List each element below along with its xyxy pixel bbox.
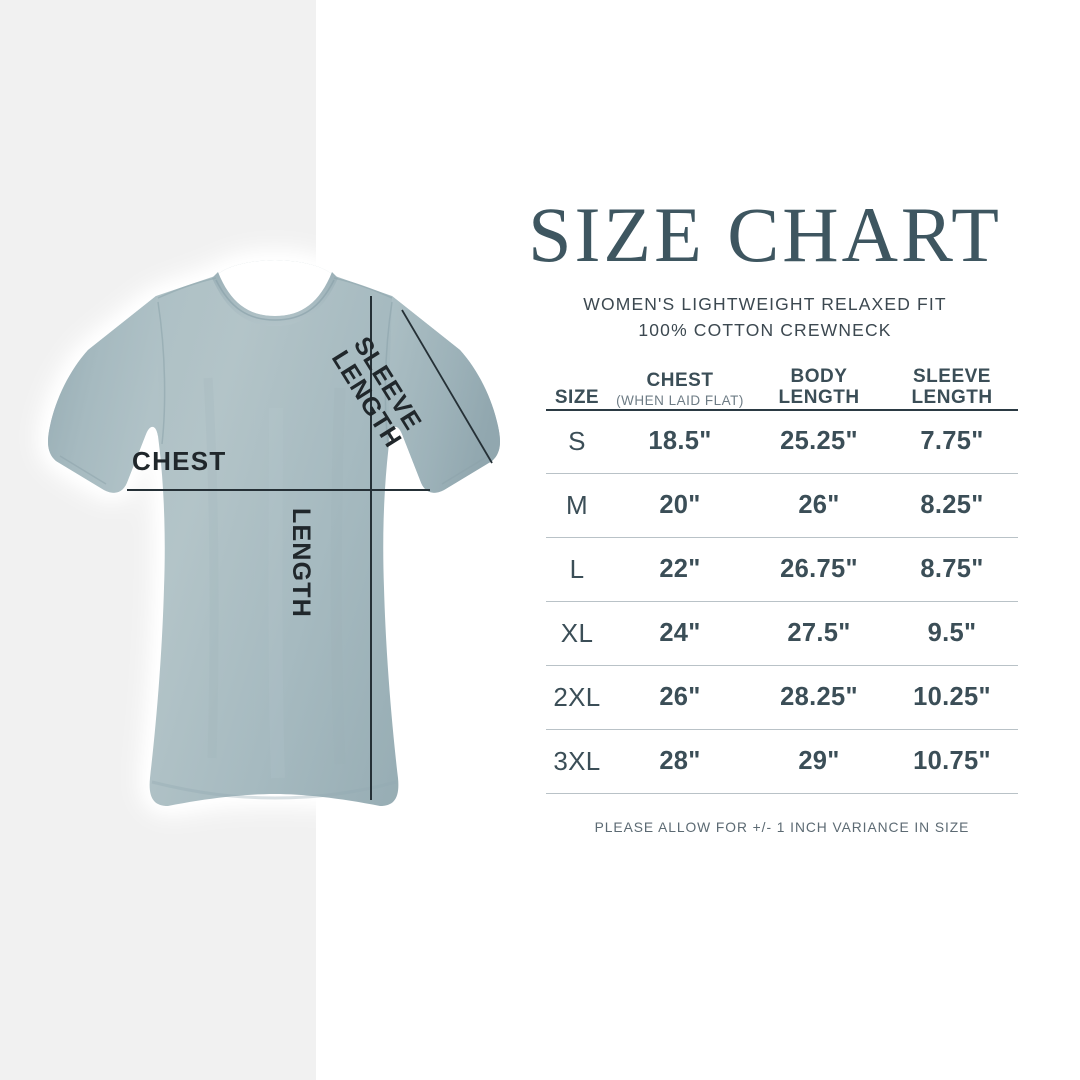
table-row: 3XL 28" 29" 10.75" — [546, 729, 1018, 795]
table-body: S 18.5" 25.25" 7.75" M 20" 26" 8.25" L 2… — [546, 409, 1018, 795]
table-header: SIZE CHEST (WHEN LAID FLAT) BODY LENGTH … — [546, 366, 1018, 410]
size-chart-table: SIZE CHEST (WHEN LAID FLAT) BODY LENGTH … — [546, 366, 1018, 795]
cell-body-length: 25.25" — [752, 409, 886, 475]
sleeve-measure-line — [401, 309, 493, 464]
tshirt-shape-svg — [48, 260, 500, 806]
column-header-chest-label: CHEST — [646, 370, 714, 392]
subtitle-line-1: WOMEN'S LIGHTWEIGHT RELAXED FIT — [583, 294, 947, 314]
cell-size: 3XL — [546, 729, 608, 795]
table-header-row: SIZE CHEST (WHEN LAID FLAT) BODY LENGTH … — [546, 366, 1018, 410]
cell-chest: 22" — [608, 537, 752, 603]
cell-size: S — [546, 409, 608, 475]
column-header-size-label: SIZE — [554, 387, 600, 409]
column-header-sleeve-length-line-2: LENGTH — [911, 387, 993, 409]
cell-sleeve-length: 10.25" — [886, 665, 1018, 731]
product-image-panel: CHEST LENGTH SLEEVE LENGTH — [0, 0, 530, 1080]
column-header-chest-note: (WHEN LAID FLAT) — [616, 393, 744, 409]
length-label: LENGTH — [287, 508, 315, 618]
table-row: XL 24" 27.5" 9.5" — [546, 601, 1018, 667]
measurement-guide-lines — [127, 296, 493, 800]
cell-body-length: 26" — [752, 473, 886, 539]
cell-sleeve-length: 9.5" — [886, 601, 1018, 667]
cell-size: 2XL — [546, 665, 608, 731]
column-header-size: SIZE — [546, 366, 608, 410]
chest-label: CHEST — [132, 446, 227, 476]
cell-chest: 20" — [608, 473, 752, 539]
cell-sleeve-length: 8.25" — [886, 473, 1018, 539]
cell-size: L — [546, 537, 608, 603]
page-title: SIZE CHART — [528, 191, 1002, 278]
cell-sleeve-length: 7.75" — [886, 409, 1018, 475]
cell-chest: 18.5" — [608, 409, 752, 475]
table-row: S 18.5" 25.25" 7.75" — [546, 409, 1018, 475]
cell-size: XL — [546, 601, 608, 667]
table-row: M 20" 26" 8.25" — [546, 473, 1018, 539]
column-header-sleeve-length-line-1: SLEEVE — [913, 366, 991, 387]
subtitle-line-2: 100% COTTON CREWNECK — [638, 319, 892, 340]
cell-sleeve-length: 10.75" — [886, 729, 1018, 795]
column-header-chest: CHEST (WHEN LAID FLAT) — [608, 366, 752, 410]
tshirt-illustration: CHEST LENGTH SLEEVE LENGTH — [40, 258, 510, 858]
cell-chest: 28" — [608, 729, 752, 795]
variance-note: PLEASE ALLOW FOR +/- 1 INCH VARIANCE IN … — [594, 820, 970, 835]
size-chart-panel: SIZE CHART WOMEN'S LIGHTWEIGHT RELAXED F… — [510, 0, 1080, 1080]
cell-chest: 24" — [608, 601, 752, 667]
column-header-body-length-line-1: BODY — [790, 366, 848, 387]
cell-size: M — [546, 473, 608, 539]
table-row: L 22" 26.75" 8.75" — [546, 537, 1018, 603]
tshirt-white-outline — [40, 258, 510, 858]
cell-body-length: 29" — [752, 729, 886, 795]
cell-body-length: 27.5" — [752, 601, 886, 667]
table-row: 2XL 26" 28.25" 10.25" — [546, 665, 1018, 731]
cell-sleeve-length: 8.75" — [886, 537, 1018, 603]
cell-chest: 26" — [608, 665, 752, 731]
column-header-body-length-line-2: LENGTH — [778, 387, 860, 409]
column-header-sleeve-length: SLEEVE LENGTH — [886, 366, 1018, 410]
page-subtitle: WOMEN'S LIGHTWEIGHT RELAXED FIT 100% COT… — [510, 292, 1020, 344]
cell-body-length: 26.75" — [752, 537, 886, 603]
column-header-body-length: BODY LENGTH — [752, 366, 886, 410]
cell-body-length: 28.25" — [752, 665, 886, 731]
